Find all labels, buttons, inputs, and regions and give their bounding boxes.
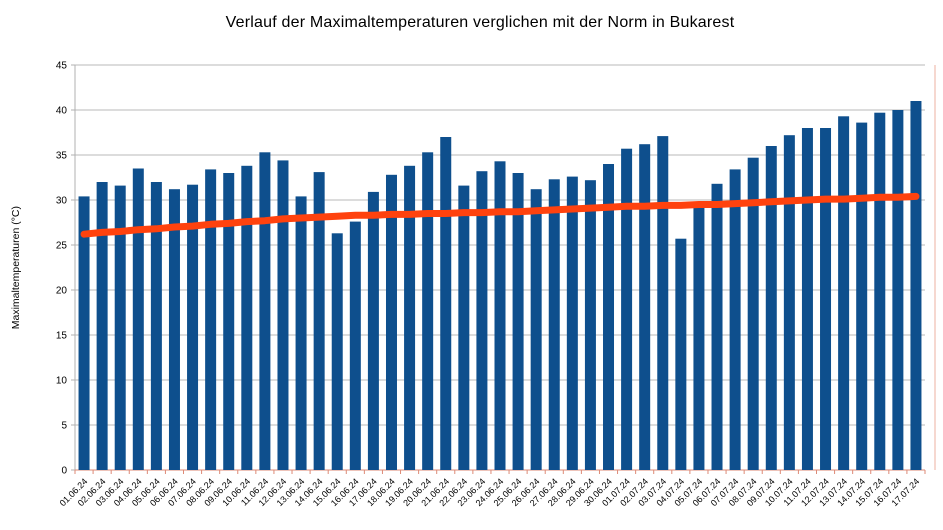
bar — [150, 182, 162, 470]
bar — [566, 176, 578, 470]
bar — [874, 112, 886, 470]
bar — [241, 165, 253, 471]
bar — [349, 221, 361, 470]
bar — [639, 144, 651, 470]
y-tick-label: 5 — [61, 421, 67, 432]
bar — [783, 135, 795, 470]
bar — [168, 189, 180, 470]
y-tick-label: 0 — [61, 466, 67, 477]
bar — [603, 164, 615, 470]
y-tick-label: 25 — [56, 241, 68, 252]
bar — [187, 184, 199, 470]
bar — [114, 185, 126, 470]
bar — [422, 152, 434, 471]
bar — [910, 101, 922, 470]
y-tick-label: 10 — [56, 376, 68, 387]
bar — [729, 169, 741, 470]
bar — [223, 173, 235, 470]
bar — [132, 168, 144, 470]
bar — [295, 196, 307, 470]
bar — [838, 116, 850, 471]
norm-line — [80, 192, 920, 238]
bar — [747, 157, 759, 470]
bar — [78, 196, 90, 470]
bar — [331, 233, 343, 470]
bar — [693, 207, 705, 470]
y-tick-label: 20 — [56, 286, 68, 297]
bar — [820, 128, 832, 470]
bar — [530, 189, 542, 470]
chart-title: Verlauf der Maximaltemperaturen verglich… — [225, 14, 735, 31]
bar — [675, 238, 687, 470]
bar — [277, 160, 289, 470]
bar — [621, 148, 633, 470]
y-tick-label: 30 — [56, 196, 68, 207]
y-tick-label: 35 — [56, 151, 68, 162]
y-tick-label: 45 — [56, 61, 68, 72]
bar — [512, 173, 524, 470]
y-tick-label: 40 — [56, 106, 68, 117]
bar — [856, 122, 868, 470]
bar — [711, 183, 723, 471]
bar — [765, 146, 777, 470]
bar — [584, 180, 596, 470]
bar — [458, 185, 470, 470]
bar — [801, 128, 813, 470]
bar — [476, 171, 488, 470]
bar — [404, 165, 416, 471]
y-tick-label: 15 — [56, 331, 68, 342]
bar — [96, 182, 108, 470]
bar — [205, 169, 217, 470]
bar — [313, 172, 325, 470]
bar — [385, 174, 397, 471]
bar — [657, 136, 669, 470]
bar — [367, 191, 379, 470]
bar — [548, 179, 560, 471]
bar — [259, 152, 271, 471]
bar — [494, 161, 506, 471]
bar — [440, 137, 452, 470]
bar — [892, 110, 904, 470]
